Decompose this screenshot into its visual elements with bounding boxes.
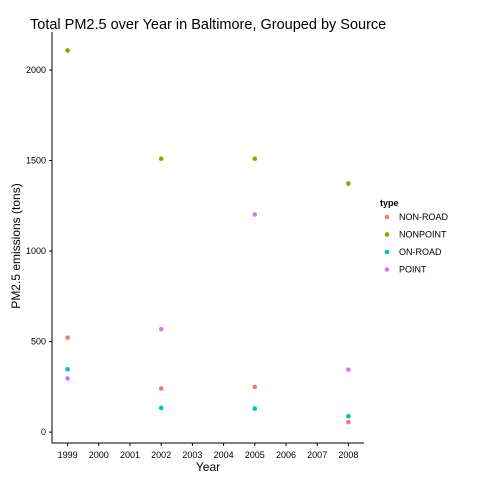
data-point — [252, 156, 258, 162]
data-point — [346, 367, 351, 372]
data-point — [346, 419, 351, 425]
data-point — [158, 156, 164, 162]
legend-key — [384, 267, 390, 272]
data-point — [252, 212, 258, 217]
x-tick-label: 2005 — [245, 450, 265, 460]
legend-key — [384, 232, 390, 237]
legend-label: POINT — [399, 265, 427, 275]
y-axis-title: PM2.5 emissions (tons) — [9, 183, 23, 308]
y-axis-ticks: 0 500 1000 1500 2000 — [26, 65, 52, 437]
y-tick-label: 1500 — [26, 156, 46, 166]
legend-label: NON-ROAD — [399, 212, 448, 222]
data-point — [65, 335, 70, 340]
x-tick-label: 2007 — [307, 450, 327, 460]
legend-label: ON-ROAD — [399, 247, 442, 257]
data-point — [346, 181, 351, 186]
data-point — [65, 376, 70, 381]
legend-label: NONPOINT — [399, 230, 447, 240]
y-tick-label: 0 — [41, 427, 46, 437]
data-point — [158, 386, 164, 391]
legend-key — [384, 249, 390, 255]
x-tick-label: 2004 — [214, 450, 234, 460]
data-points — [65, 48, 351, 425]
y-tick-label: 1000 — [26, 246, 46, 256]
x-tick-label: 2003 — [182, 450, 202, 460]
x-tick-label: 2006 — [276, 450, 296, 460]
data-point — [65, 367, 70, 372]
data-point — [65, 48, 70, 53]
legend-key — [384, 214, 390, 220]
x-tick-label: 1999 — [58, 450, 78, 460]
x-tick-label: 2001 — [120, 450, 140, 460]
data-point — [252, 384, 258, 390]
chart-title: Total PM2.5 over Year in Baltimore, Grou… — [30, 17, 386, 33]
y-tick-label: 2000 — [26, 65, 46, 75]
x-axis-ticks: 1999 2000 2001 2002 2003 2004 2005 2006 2007 2008 — [58, 443, 358, 460]
data-point — [252, 406, 258, 411]
legend-title: type — [380, 198, 399, 208]
x-tick-label: 2000 — [89, 450, 109, 460]
data-point — [158, 326, 164, 332]
x-tick-label: 2002 — [151, 450, 171, 460]
x-axis-title: Year — [196, 460, 220, 474]
data-point — [158, 405, 164, 411]
y-tick-label: 500 — [31, 337, 46, 347]
x-tick-label: 2008 — [338, 450, 358, 460]
legend: type NON-ROAD NONPOINT ON-ROAD POINT — [380, 198, 448, 275]
data-point — [346, 413, 351, 419]
